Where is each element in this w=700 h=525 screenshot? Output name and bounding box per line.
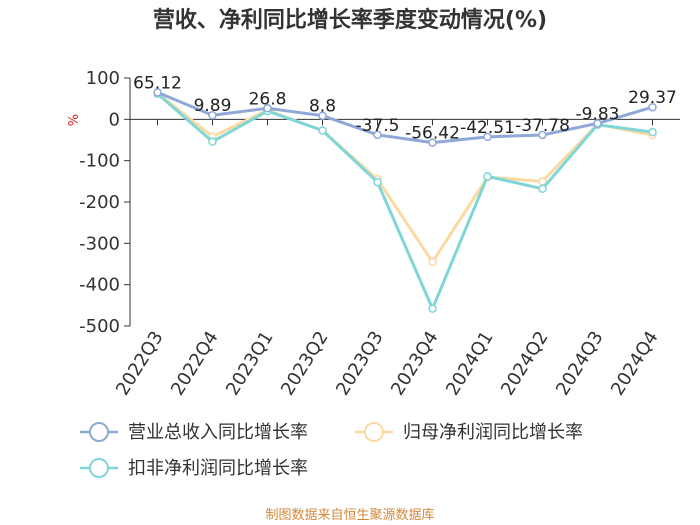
series-lines [153,88,657,313]
x-tick-label: 2023Q2 [277,328,333,400]
data-label: 9.89 [194,96,232,116]
data-label: 26.8 [249,89,287,109]
chart-title: 营收、净利同比增长率季度变动情况(%) [153,7,547,33]
data-point [208,110,217,120]
data-point [428,257,437,267]
x-tick-label: 2024Q1 [442,328,498,400]
y-tick-label: -200 [79,192,120,213]
y-tick-label: -300 [79,233,120,254]
y-tick-label: -400 [79,275,120,296]
legend-item: 扣非净利润同比增长率 [80,458,308,479]
source-note: 制图数据来自恒生聚源数据库 [265,507,434,523]
data-point [428,304,437,313]
x-tick-label: 2024Q4 [607,328,663,400]
data-point [483,132,492,142]
legend-label: 归母净利润同比增长率 [403,422,583,443]
data-label: 29.37 [628,88,677,108]
data-point [648,102,657,112]
legend-label: 扣非净利润同比增长率 [128,458,308,479]
legend-label: 营业总收入同比增长率 [128,422,308,443]
data-point [208,137,217,146]
data-point [373,130,382,140]
data-point [538,130,547,140]
series-0 [153,88,657,147]
data-labels: 65.12 9.89 26.8 8.8 -37.5 -56.42 -42.51 -37.78-… [133,73,677,143]
data-label: -37.5 [356,116,400,136]
legend-marker [364,422,384,442]
legend-marker [89,458,109,478]
data-point [318,111,327,120]
data-label: -37.78 [515,116,570,136]
data-label: -42.51 [460,118,515,138]
data-point [263,104,272,113]
legend-item: 营业总收入同比增长率 [80,422,308,443]
legend-marker [89,422,109,442]
data-label: 8.8 [309,97,336,117]
data-label: 65.12 [133,73,182,93]
x-tick-label: 2023Q1 [222,328,278,400]
data-point [318,126,327,135]
y-tick-label: -100 [79,151,120,172]
data-point [428,138,437,147]
y-tick-label: 0 [109,109,120,130]
data-point [538,184,547,194]
data-label: -56.42 [405,124,460,144]
series-line [156,92,653,311]
legend-item: 归母净利润同比增长率 [355,422,583,443]
x-tick-label: 2024Q3 [552,328,608,400]
x-tick-label: 2022Q4 [167,328,223,400]
y-tick-label: -500 [79,316,120,337]
x-tick-label: 2023Q3 [332,328,388,400]
x-tick-label: 2023Q4 [387,328,443,400]
data-label: -9.83 [576,104,620,124]
y-axis-label: % [67,114,82,126]
data-point [373,177,382,187]
x-tick-label: 2024Q2 [497,328,553,400]
data-point [153,88,162,97]
series-line [156,91,653,145]
series-line [156,91,653,264]
y-tick-label: 100 [86,68,120,89]
data-point [483,172,492,181]
x-tick-label: 2022Q3 [112,328,168,400]
data-point [593,119,602,128]
data-point [648,127,657,137]
